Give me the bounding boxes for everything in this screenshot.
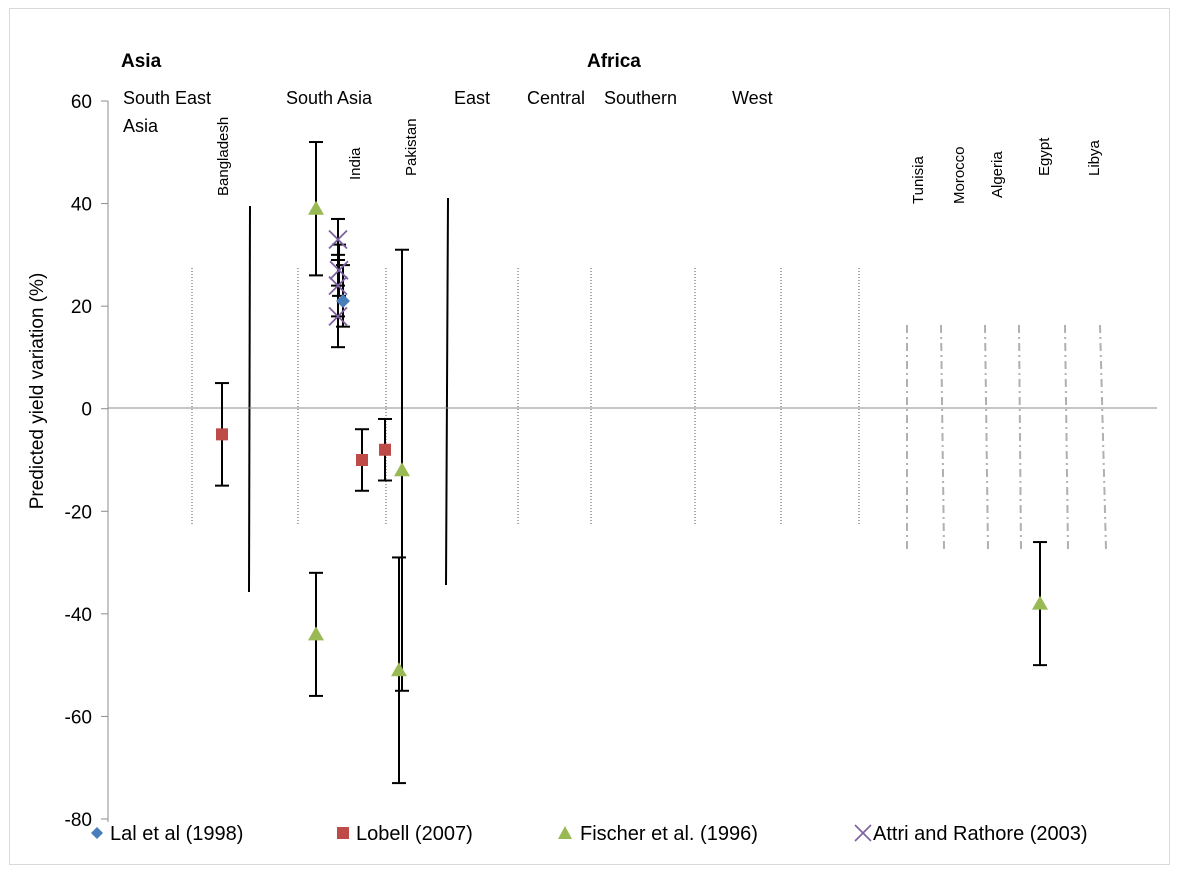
point-fischer [394, 462, 410, 477]
y-tick-label: 20 [71, 297, 92, 318]
country-label-algeria: Algeria [989, 151, 1006, 198]
point-attri-stroke [328, 275, 348, 296]
region-label-south-east-asia: South East Asia [123, 88, 216, 136]
divider-line [1099, 324, 1107, 550]
point-fischer [308, 200, 324, 215]
country-label-bangladesh: Bangladesh [215, 117, 232, 196]
separator-line [248, 205, 251, 593]
data-points [216, 200, 1048, 677]
legend-marker-x [854, 824, 872, 842]
legend-marker-diamond [91, 827, 103, 839]
country-label-morocco: Morocco [951, 146, 968, 204]
country-label-tunisia: Tunisia [910, 156, 927, 204]
legend: Lal et al (1998) Lobell (2007) Fischer e… [91, 823, 1088, 845]
region-label-southern: Southern [604, 88, 677, 108]
y-ticks: 60 40 20 0 -20 -40 -60 -80 [65, 92, 108, 831]
region-label-south-east-asia-line2: Asia [123, 116, 159, 136]
legend-marker-square [337, 827, 349, 839]
point-attri-stroke [329, 260, 349, 280]
country-label-india: India [347, 147, 364, 180]
point-fischer [308, 626, 324, 641]
country-label-egypt: Egypt [1036, 137, 1053, 176]
legend-label-lal: Lal et al (1998) [110, 823, 243, 845]
country-label-libya: Libya [1086, 139, 1103, 176]
separator-line [445, 197, 449, 586]
region-label-east: East [454, 88, 490, 108]
point-attri-stroke [328, 229, 348, 250]
divider-line [1064, 324, 1069, 550]
legend-marker-triangle [558, 826, 572, 839]
y-tick-label: 40 [71, 195, 92, 216]
y-tick-label: 0 [81, 400, 92, 421]
chart-frame [9, 8, 1170, 865]
point-lal [336, 294, 350, 309]
divider-line [940, 324, 945, 550]
y-tick-label: -60 [65, 707, 92, 728]
legend-item-attri: Attri and Rathore (2003) [854, 823, 1088, 845]
point-lobell [379, 443, 391, 456]
point-attri-stroke [328, 306, 348, 327]
y-tick-label: 60 [71, 92, 92, 113]
y-tick-label: -80 [65, 810, 92, 831]
continent-label-asia: Asia [121, 51, 162, 72]
y-tick-label: -20 [65, 502, 92, 523]
point-attri [328, 229, 348, 250]
continent-label-africa: Africa [587, 51, 641, 72]
region-label-south-east-asia-line1: South East [123, 88, 211, 108]
point-attri [329, 260, 349, 280]
divider-line [984, 324, 989, 550]
country-label-pakistan: Pakistan [403, 118, 420, 176]
legend-item-lobell: Lobell (2007) [337, 823, 473, 845]
legend-label-attri: Attri and Rathore (2003) [873, 823, 1088, 845]
point-lobell [216, 428, 228, 441]
region-dividers [191, 268, 860, 524]
y-tick-label: -40 [65, 605, 92, 626]
point-attri [328, 275, 348, 296]
y-axis-label: Predicted yield variation (%) [27, 273, 48, 510]
point-fischer [1032, 595, 1048, 610]
region-label-west: West [732, 88, 773, 108]
north-africa-dividers [906, 324, 1107, 550]
region-label-south-asia: South Asia [286, 88, 373, 108]
legend-item-lal: Lal et al (1998) [91, 823, 243, 845]
legend-label-fischer: Fischer et al. (1996) [580, 823, 758, 845]
divider-line [1018, 324, 1022, 550]
point-fischer [391, 662, 407, 677]
legend-label-lobell: Lobell (2007) [356, 823, 473, 845]
legend-item-fischer: Fischer et al. (1996) [558, 823, 758, 845]
point-lobell [356, 454, 368, 466]
region-label-central: Central [527, 88, 585, 108]
point-attri [328, 306, 348, 327]
